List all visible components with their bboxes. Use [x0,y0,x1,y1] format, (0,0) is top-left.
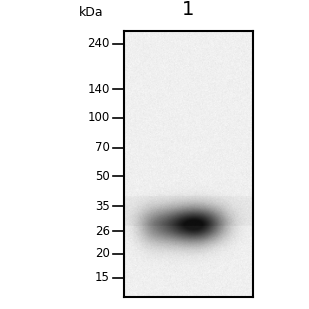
Text: 15: 15 [95,271,110,284]
Text: 70: 70 [95,141,110,154]
Text: kDa: kDa [79,6,104,19]
Text: 26: 26 [95,225,110,238]
Text: 35: 35 [95,200,110,213]
Text: 20: 20 [95,247,110,260]
Text: 50: 50 [95,170,110,183]
Text: 1: 1 [182,0,195,19]
Text: 140: 140 [87,83,110,96]
Text: 100: 100 [87,111,110,124]
Text: 240: 240 [87,37,110,50]
